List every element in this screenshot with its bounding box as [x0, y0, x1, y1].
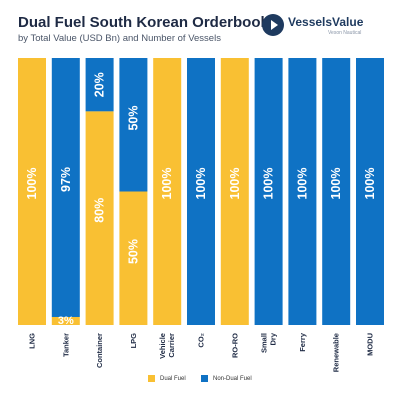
value-label-small-dry: 100% [262, 168, 276, 200]
category-label-small-dry: SmallDry [260, 332, 278, 353]
logo-name: VesselsValue [288, 15, 364, 29]
bar-tanker-dual-fuel [51, 316, 80, 325]
value-label-co: 100% [194, 168, 208, 200]
category-label-modu: MODU [366, 333, 375, 356]
category-label-renewable: Renewable [332, 333, 341, 372]
category-label-container: Container [95, 333, 104, 368]
bar-container-dual-fuel [85, 111, 114, 326]
value-label-modu: 100% [363, 168, 377, 200]
legend-item-non-dual-fuel: Non-Dual Fuel [201, 375, 252, 382]
bar-ferry-non-dual-fuel [288, 58, 317, 325]
value-label-lpg: 50% [126, 239, 140, 264]
value-label-ferry: 100% [295, 168, 309, 200]
category-label-tanker: Tanker [61, 333, 70, 357]
chart-legend: Dual Fuel Non-Dual Fuel [0, 375, 400, 389]
bar-modu-non-dual-fuel [356, 58, 384, 325]
value-label-container: 20% [93, 72, 107, 97]
category-label-lpg: LPG [129, 333, 138, 349]
value-label-ro-ro: 100% [228, 168, 242, 200]
legend-item-dual-fuel: Dual Fuel [148, 375, 186, 382]
legend-label-non-dual-fuel: Non-Dual Fuel [213, 375, 252, 382]
bar-lng-dual-fuel [18, 58, 46, 325]
legend-label-dual-fuel: Dual Fuel [160, 375, 186, 382]
bar-renewable-non-dual-fuel [322, 58, 351, 325]
value-label-vehicle-carrier: 100% [160, 168, 174, 200]
chart-subtitle: by Total Value (USD Bn) and Number of Ve… [18, 33, 221, 44]
category-label-lng: LNG [28, 333, 37, 349]
bar-ro-ro-dual-fuel [220, 58, 249, 325]
bar-small-dry-non-dual-fuel [254, 58, 283, 325]
bar-lpg-dual-fuel [119, 191, 148, 325]
bar-container-non-dual-fuel [85, 58, 114, 112]
legend-swatch-non-dual-fuel [201, 375, 208, 382]
value-label-container: 80% [93, 198, 107, 223]
value-label-tanker: 3% [58, 315, 74, 327]
value-label-lpg: 50% [126, 105, 140, 130]
bar-lpg-non-dual-fuel [119, 58, 148, 192]
bar-vehicle-carrier-dual-fuel [153, 58, 182, 325]
category-label-co: CO₂ [197, 333, 206, 348]
vesselsvalue-logo-icon [262, 14, 284, 36]
category-label-vehicle-carrier: VehicleCarrier [158, 333, 176, 359]
value-label-lng: 100% [25, 168, 39, 200]
chart-title: Dual Fuel South Korean Orderbook [18, 14, 269, 31]
logo-tagline: Veson Nautical [328, 30, 362, 36]
bar-co-non-dual-fuel [187, 58, 215, 325]
vesselsvalue-logo: VesselsValue Veson Nautical [244, 12, 384, 42]
value-label-renewable: 100% [329, 168, 343, 200]
category-label-ro-ro: RO-RO [230, 333, 239, 358]
category-label-ferry: Ferry [298, 332, 307, 352]
legend-swatch-dual-fuel [148, 375, 155, 382]
value-label-tanker: 97% [59, 167, 73, 192]
bar-tanker-non-dual-fuel [51, 58, 80, 317]
